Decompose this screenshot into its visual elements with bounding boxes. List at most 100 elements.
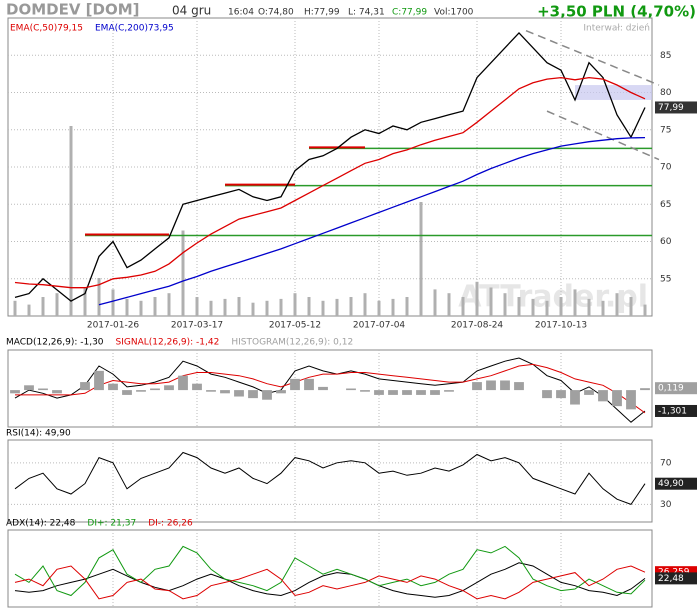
legend-entry: MACD(12,26,9): -1,30 (6, 338, 104, 348)
histogram-bar (388, 390, 398, 395)
high: H:77,99 (304, 8, 340, 18)
series-line (14, 451, 646, 506)
volume-bar (69, 126, 73, 316)
histogram-bar (626, 390, 636, 410)
volume-bar (55, 293, 59, 316)
volume-bar (349, 297, 353, 316)
last-value-label: 77,99 (658, 103, 684, 113)
legend-entry: RSI(14): 49,90 (6, 429, 71, 439)
histogram-bar (220, 390, 230, 394)
histogram-bar (542, 390, 552, 399)
volume-bar (293, 293, 297, 316)
volume-bar (545, 300, 549, 316)
y-tick-label: 30 (660, 500, 672, 510)
volume-bar (83, 287, 87, 316)
volume-bar (433, 289, 437, 316)
last-value-box (655, 572, 697, 585)
volume-bar (237, 297, 241, 316)
x-tick-label: 2017-03-17 (171, 321, 223, 331)
series-line (14, 562, 646, 598)
volume-bar (601, 300, 605, 316)
volume-text: Vol:1700 (434, 8, 474, 18)
legend-entry: SIGNAL(12,26,9): -1,42 (116, 338, 220, 348)
change: +3,50 PLN (4,70%) (537, 3, 696, 21)
legend-entry: DI+: 21,37 (87, 519, 136, 529)
volume-bar (419, 202, 423, 316)
volume-bar (335, 298, 339, 316)
histogram-bar (136, 390, 146, 392)
y-tick-label: 70 (660, 458, 672, 468)
volume-bar (167, 293, 171, 316)
histogram-bar (360, 390, 370, 392)
histogram-bar (556, 390, 566, 399)
legend-entry: ADX(14): 22,48 (6, 519, 76, 529)
histogram-bar (178, 375, 188, 391)
volume-bar (181, 230, 185, 316)
plot (10, 357, 650, 423)
histogram-bar (514, 382, 524, 391)
histogram-bar (304, 378, 314, 391)
volume-bar (573, 289, 577, 316)
volume-bar (139, 300, 143, 316)
histogram-bar (416, 390, 426, 395)
y-tick-label: 70 (660, 163, 672, 173)
histogram-bar (318, 386, 328, 391)
volume-bar (251, 302, 255, 316)
legend-entry: HISTOGRAM(12,26,9): 0,12 (231, 338, 353, 348)
histogram-bar (570, 390, 580, 405)
symbol: DOMDEV [DOM] (6, 1, 140, 19)
volume-bar (461, 297, 465, 316)
volume-bar (475, 281, 479, 316)
histogram-bar (584, 390, 594, 395)
histogram-bar (374, 390, 384, 395)
volume-bar (447, 293, 451, 316)
series-line (14, 565, 646, 600)
volume-bar (97, 278, 101, 316)
histogram-bar (108, 383, 118, 391)
histogram-bar (262, 390, 272, 400)
volume-bar (629, 297, 633, 316)
histogram-bar (248, 390, 258, 399)
volume-bar (153, 297, 157, 316)
trend-line (546, 110, 660, 161)
volume-bar (643, 304, 647, 316)
price-line (14, 31, 646, 302)
panel-frame (7, 529, 653, 608)
histogram-bar (52, 390, 62, 394)
histogram-bar (598, 390, 608, 402)
plot (14, 451, 646, 506)
open: O:74,80 (258, 8, 294, 18)
plot (13, 29, 660, 316)
histogram-bar (234, 390, 244, 397)
volume-bar (391, 298, 395, 316)
y-tick-label: 80 (660, 88, 672, 98)
series-line (98, 136, 646, 306)
series-line (14, 76, 646, 289)
last-value-box (655, 101, 697, 114)
volume-bar (307, 297, 311, 316)
close: C:77,99 (392, 8, 427, 18)
histogram-bar (206, 390, 216, 392)
volume-bar (125, 298, 129, 316)
y-tick-label: 60 (660, 237, 672, 247)
x-tick-label: 2017-08-24 (451, 321, 504, 331)
low: L: 74,31 (348, 8, 385, 18)
volume-bar (209, 300, 213, 316)
panel-frame (7, 439, 653, 523)
histogram-bar (38, 388, 48, 391)
last-value-box (655, 382, 697, 395)
volume-bar (111, 289, 115, 316)
histogram-bar (276, 390, 286, 394)
histogram-bar (150, 388, 160, 391)
histogram-bar (94, 370, 104, 391)
x-tick-label: 2017-10-13 (535, 321, 587, 331)
histogram-bar (10, 390, 20, 394)
time: 16:04 (228, 8, 254, 18)
volume-bar (27, 304, 31, 316)
histogram-bar (500, 380, 510, 391)
histogram-bar (80, 382, 90, 391)
volume-bar (405, 297, 409, 316)
last-value-box (655, 404, 697, 417)
date: 04 gru (172, 4, 211, 18)
